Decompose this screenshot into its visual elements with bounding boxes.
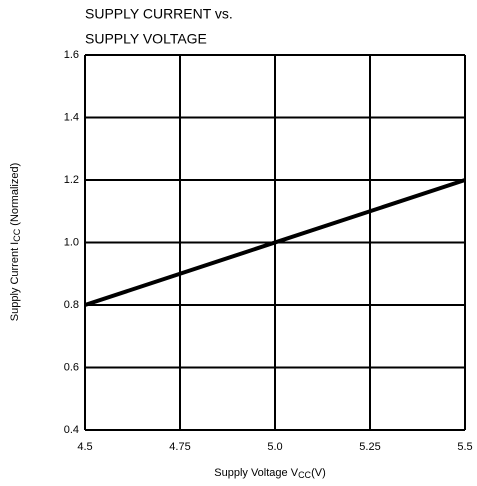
chart-title: SUPPLY CURRENT vs. [85,6,233,22]
y-tick-label: 1.4 [64,111,79,123]
x-axis-label-text: Supply Voltage V [214,467,298,479]
y-tick-label: 1.2 [64,174,79,186]
y-tick-label: 0.4 [64,424,79,436]
x-tick-label: 5.5 [457,441,472,453]
y-tick-label: 0.8 [64,299,79,311]
y-axis-label-text: Supply Current I [9,242,21,321]
x-axis-label-suffix: (V) [311,467,326,479]
data-line [84,178,466,307]
y-axis-label-suffix: (Normalized) [9,163,21,229]
x-tick-label: 4.75 [169,441,190,453]
x-tick-label: 5.0 [267,441,282,453]
x-axis-label-sub: CC [298,470,311,480]
y-axis-label: Supply Current ICC (Normalized) [9,163,22,322]
x-tick-label: 4.5 [77,441,92,453]
x-axis-label: Supply Voltage VCC(V) [214,467,325,480]
x-tick-label: 5.25 [359,441,380,453]
y-tick-label: 0.6 [64,361,79,373]
chart-title: SUPPLY VOLTAGE [85,31,207,47]
y-axis-label-sub: CC [12,228,22,241]
y-tick-label: 1.6 [64,49,79,61]
y-tick-label: 1.0 [64,236,79,248]
